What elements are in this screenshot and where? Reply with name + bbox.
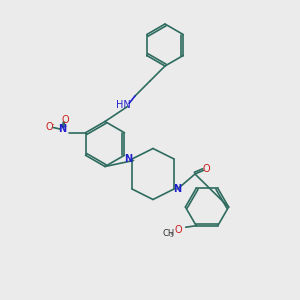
Text: N: N xyxy=(58,124,67,134)
Text: O: O xyxy=(61,115,69,125)
Text: HN: HN xyxy=(116,100,130,110)
Text: N: N xyxy=(124,154,133,164)
Text: O: O xyxy=(202,164,210,174)
Text: CH: CH xyxy=(163,229,175,238)
Text: O: O xyxy=(46,122,53,132)
Text: 3: 3 xyxy=(170,233,173,238)
Text: O: O xyxy=(174,225,182,235)
Text: N: N xyxy=(173,184,182,194)
Text: +: + xyxy=(62,124,67,129)
Text: -: - xyxy=(51,121,54,127)
